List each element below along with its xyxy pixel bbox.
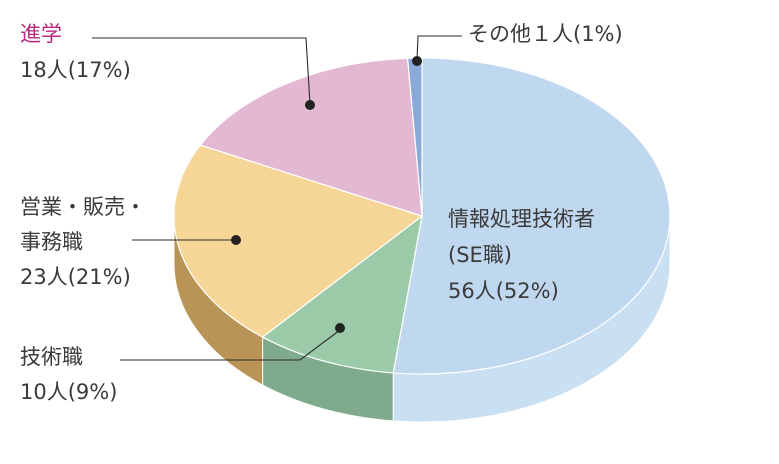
label-eigyo-line1: 営業・販売・ [20,195,146,219]
label-se-line2: (SE職) [448,243,512,267]
label-se: 情報処理技術者 (SE職) 56人(52%) [448,207,595,303]
pie-slices [173,57,671,375]
label-se-line3: 56人(52%) [448,279,559,303]
leader-dot-shingaku [305,100,315,110]
pie-slice-eigyo [173,144,424,338]
leader-line-shingaku [92,37,311,105]
label-gijutsu: 技術職 10人(9%) [20,345,117,404]
leader-dot-sonota [412,56,422,66]
label-shingaku: 進学 18人(17%) [20,22,131,82]
label-eigyo-line3: 23人(21%) [20,265,131,289]
pie-slice-gijutsu [261,214,423,374]
label-shingaku-line1: 進学 [20,22,62,46]
label-sonota: その他１人(1%) [468,22,623,46]
label-eigyo-line2: 事務職 [20,230,83,254]
label-se-line1: 情報処理技術者 [448,207,595,231]
leader-dot-eigyo [231,235,241,245]
pie-slice-shingaku [199,57,423,217]
label-sonota-line1: その他１人(1%) [468,22,623,46]
leader-lines [92,35,462,361]
label-gijutsu-line1: 技術職 [20,345,83,369]
label-gijutsu-line2: 10人(9%) [20,380,117,404]
label-shingaku-line2: 18人(17%) [20,58,131,82]
pie-3d-sides [173,215,671,423]
pie-slice-se [392,57,671,375]
leader-line-sonota [416,35,462,61]
leader-dot-gijutsu [335,323,345,333]
leader-line-gijutsu [120,329,341,361]
label-eigyo: 営業・販売・ 事務職 23人(21%) [20,195,146,289]
